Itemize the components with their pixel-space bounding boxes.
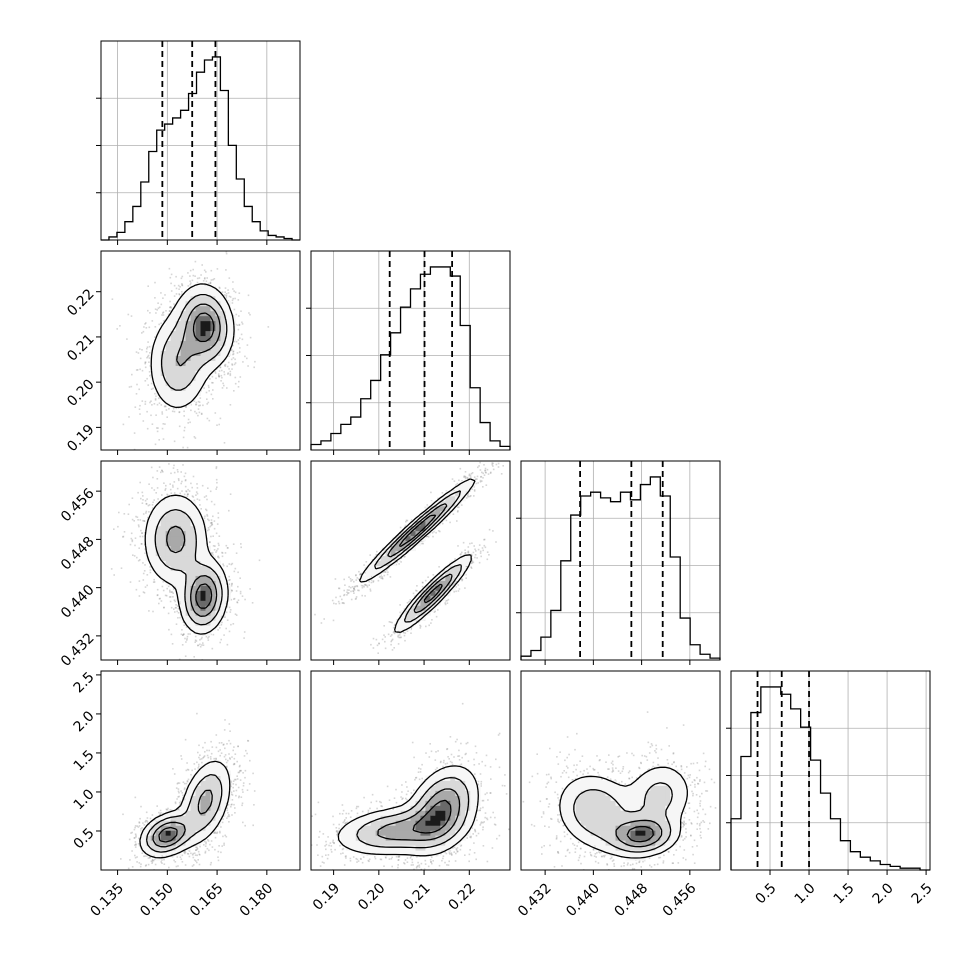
y-tick-label: 0.448: [58, 534, 98, 574]
y-tick-label: 2.5: [71, 669, 98, 696]
x-tick-label: 0.21: [400, 880, 433, 913]
scatter-panel-1-0: [96, 250, 301, 455]
hist-panel-0: [96, 40, 301, 245]
y-tick-label: 0.432: [58, 630, 98, 670]
histogram-step: [101, 56, 300, 241]
histogram-step: [520, 476, 721, 660]
panel-frame: [100, 40, 301, 241]
y-tick-label: 0.22: [64, 286, 97, 319]
scatter-panel-2-0: [96, 460, 301, 665]
y-tick-label: 0.19: [64, 422, 97, 455]
hist-panel-1: [306, 250, 511, 455]
x-tick-label: 0.165: [187, 880, 227, 920]
panel-frame: [520, 460, 721, 661]
density-fill: [340, 765, 481, 856]
contour-lines: [139, 760, 231, 859]
scatter-panel-2-1: [310, 460, 511, 665]
panel-frame: [310, 460, 511, 661]
x-tick-label: 0.448: [612, 880, 652, 920]
x-tick-label: 0.180: [237, 880, 277, 920]
contour-lines: [337, 765, 479, 857]
x-tick-label: 0.22: [446, 880, 479, 913]
histogram-step: [730, 686, 930, 871]
contour-lines: [150, 283, 235, 409]
contour-lines: [144, 494, 229, 635]
panel-frame: [100, 460, 301, 661]
y-tick-label: 2.0: [71, 708, 98, 735]
panel-frame: [310, 250, 511, 451]
x-tick-label: 0.456: [660, 880, 700, 920]
x-tick-label: 0.19: [310, 880, 343, 913]
x-tick-label: 0.20: [355, 880, 388, 913]
panel-frame: [520, 670, 721, 871]
panel-frame: [730, 670, 931, 871]
hist-panel-2: [516, 460, 721, 665]
hist-background: [101, 41, 300, 240]
density-fill: [560, 765, 686, 861]
panel-frame: [310, 670, 511, 871]
x-tick-label: 1.0: [792, 880, 819, 907]
y-tick-label: 0.21: [64, 331, 97, 364]
hist-panel-3: [726, 670, 931, 875]
y-tick-label: 1.0: [71, 786, 98, 813]
x-tick-label: 0.440: [563, 880, 603, 920]
x-tick-label: 0.150: [137, 880, 177, 920]
hist-background: [731, 671, 930, 870]
x-tick-label: 2.0: [870, 880, 897, 907]
y-tick-label: 0.440: [58, 582, 98, 622]
panel-frame: [100, 250, 301, 451]
x-tick-label: 0.5: [753, 880, 780, 907]
x-tick-label: 2.5: [909, 880, 936, 907]
hist-background: [311, 251, 510, 450]
contour-lines: [359, 478, 476, 633]
histogram-step: [310, 266, 511, 450]
y-tick-label: 0.456: [58, 485, 98, 525]
contour-lines: [559, 766, 688, 859]
x-tick-label: 1.5: [831, 880, 858, 907]
scatter-panel-3-1: [310, 670, 511, 875]
scatter-panel-3-2: [520, 670, 721, 875]
scatter-panel-3-0: [96, 670, 301, 875]
density-fill: [145, 495, 231, 636]
x-tick-label: 0.135: [88, 880, 128, 920]
y-tick-label: 0.20: [64, 377, 97, 410]
y-tick-label: 0.5: [71, 825, 98, 852]
x-tick-label: 0.432: [515, 880, 555, 920]
panel-frame: [100, 670, 301, 871]
y-tick-label: 1.5: [71, 747, 98, 774]
